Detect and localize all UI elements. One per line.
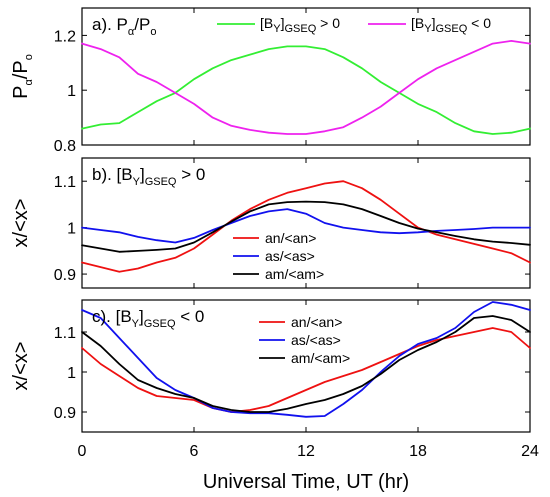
- legend-item: as/<as>: [233, 248, 315, 264]
- x-tick-label: 24: [521, 443, 539, 460]
- panel-title: a). Pα/Po: [92, 15, 156, 38]
- legend-item: am/<am>: [259, 350, 350, 366]
- legend-item: [BY]GSEQ < 0: [368, 15, 491, 35]
- y-tick-label: 0.9: [54, 267, 76, 284]
- legend-label: as/<as>: [265, 248, 315, 264]
- legend-label: am/<am>: [265, 266, 324, 282]
- x-axis-label: Universal Time, UT (hr): [203, 471, 409, 493]
- y-tick-label: 0.8: [54, 138, 76, 155]
- legend-label: an/<an>: [265, 230, 316, 246]
- y-tick-label: 1.1: [54, 174, 76, 191]
- x-tick-label: 6: [190, 443, 199, 460]
- legend-item: an/<an>: [259, 314, 342, 330]
- series-line-1: [81, 45, 531, 135]
- series-line-3: [81, 315, 531, 413]
- y-tick-label: 0.9: [54, 405, 76, 422]
- series-line-2: [81, 301, 531, 418]
- legend-item: as/<as>: [259, 332, 341, 348]
- legend-label: an/<an>: [291, 314, 342, 330]
- y-tick-label: 1: [67, 83, 76, 100]
- legend-item: am/<am>: [233, 266, 324, 282]
- svg-text:x/<x>: x/<x>: [10, 342, 32, 391]
- y-axis-label: Pα/Po: [10, 54, 35, 99]
- series-line-3: [81, 200, 531, 253]
- legend-label: am/<am>: [291, 350, 350, 366]
- y-axis-label: x/<x>: [10, 342, 32, 391]
- panel-title: c). [BY]GSEQ < 0: [92, 307, 204, 330]
- panel-b: 0.9 1 1.1 b). [BY]GSEQ > 0 x/<x> an/<an> as/<a…: [10, 157, 531, 289]
- legend-item: [BY]GSEQ > 0: [217, 15, 340, 35]
- y-tick-label: 1: [67, 365, 76, 382]
- y-tick-label: 1.2: [54, 28, 76, 45]
- legend-item: an/<an>: [233, 230, 316, 246]
- x-tick-label: 18: [409, 443, 427, 460]
- y-axis-label: x/<x>: [10, 199, 32, 248]
- series-line-1: [81, 180, 531, 273]
- panel-a: 0.8 1 1.2 a). Pα/Po Pα/Po [BY]GSEQ > 0 [BY]GSE…: [10, 7, 531, 155]
- legend-label: [BY]GSEQ < 0: [411, 15, 491, 35]
- x-tick-label: 12: [297, 443, 315, 460]
- series-line-2: [81, 208, 531, 244]
- panel-title: b). [BY]GSEQ > 0: [92, 165, 205, 188]
- panel-c: 0.9 1 1.1 0 6 12 18 24 c). [BY]GSEQ < 0 x/<x> an/<…: [10, 299, 539, 493]
- legend-label: as/<as>: [291, 332, 341, 348]
- legend-label: [BY]GSEQ > 0: [260, 15, 340, 35]
- y-tick-label: 1: [67, 221, 76, 238]
- y-tick-label: 1.1: [54, 325, 76, 342]
- series-line-1: [81, 327, 531, 413]
- x-tick-label: 0: [78, 443, 87, 460]
- series-line-2: [81, 40, 531, 135]
- svg-text:x/<x>: x/<x>: [10, 199, 32, 248]
- svg-text:Pα/Po: Pα/Po: [10, 54, 35, 99]
